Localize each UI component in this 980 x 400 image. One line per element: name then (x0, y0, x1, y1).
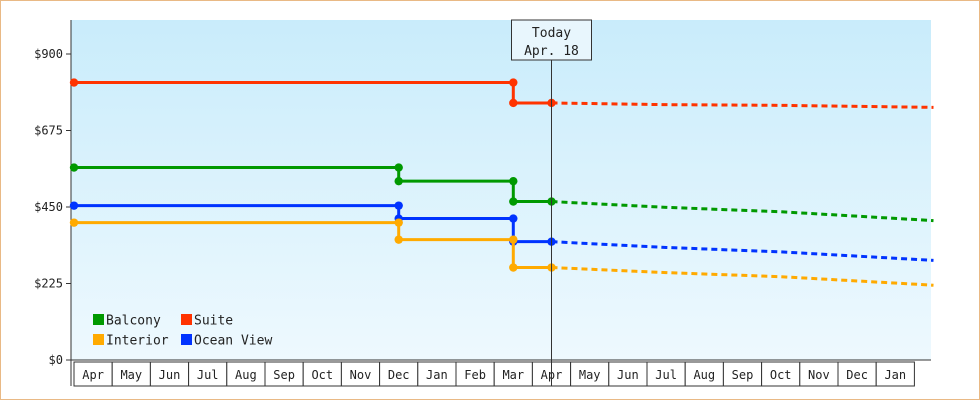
data-point-interior (509, 263, 518, 272)
data-point-balcony (394, 176, 403, 186)
data-point-interior (69, 218, 79, 227)
data-point-suite (69, 78, 79, 87)
x-tick-label: Apr (82, 368, 104, 382)
data-point-ocean-view (509, 214, 518, 223)
data-point-interior (394, 235, 403, 244)
series-line-interior (74, 221, 552, 270)
month-cell (226, 361, 266, 387)
series-forecast-suite (551, 101, 934, 109)
month-cell (149, 361, 190, 387)
data-point-suite (509, 78, 518, 87)
x-tick-label: May (579, 368, 601, 382)
x-tick-label: Aug (693, 368, 715, 382)
month-cell (493, 361, 533, 387)
data-point-interior (509, 235, 518, 244)
y-tick-label: $900 (34, 47, 63, 61)
legend-label-ocean-view: Ocean View (194, 334, 272, 349)
x-tick-label: Sep (732, 368, 754, 382)
series-line-suite (74, 81, 552, 105)
x-tick-label: Jun (159, 368, 181, 382)
legend-label-interior: Interior (106, 334, 169, 349)
x-tick-label: Aug (235, 368, 257, 382)
legend-swatch-suite (181, 314, 192, 325)
month-cell (761, 361, 801, 387)
legend-swatch-balcony (93, 314, 104, 325)
today-box (511, 19, 592, 61)
month-cell (646, 361, 686, 387)
data-point-balcony (509, 197, 518, 206)
x-tick-label: Oct (311, 368, 333, 382)
month-cell (570, 361, 610, 387)
x-tick-label: Mar (502, 368, 524, 382)
month-cell (340, 361, 381, 387)
month-cell (799, 361, 839, 387)
data-point-balcony (394, 163, 403, 172)
y-tick-label: $450 (34, 200, 63, 214)
month-cell (684, 361, 724, 387)
x-tick-label: Jan (426, 368, 448, 382)
x-tick-label: Nov (808, 368, 830, 382)
x-tick-label: May (120, 368, 142, 382)
series-line-ocean-view (74, 204, 552, 244)
x-tick-label: Jun (617, 368, 639, 382)
month-cell (188, 361, 228, 387)
x-tick-label: Jul (655, 368, 677, 382)
month-cell (73, 361, 113, 387)
y-tick-label: $0 (49, 353, 63, 367)
x-tick-label: Dec (846, 368, 868, 382)
data-point-interior (394, 218, 403, 227)
data-point-ocean-view (69, 201, 79, 210)
y-tick-label: $675 (34, 124, 63, 138)
data-point-balcony (509, 176, 518, 186)
x-tick-label: Jan (884, 368, 906, 382)
x-tick-label: Oct (770, 368, 792, 382)
data-point-ocean-view (394, 201, 403, 210)
x-tick-label: Feb (464, 368, 486, 382)
today-date: Apr. 18 (524, 44, 579, 59)
plot-area (71, 20, 931, 360)
x-tick-label: Jul (197, 368, 219, 382)
series-forecast-balcony (551, 200, 934, 223)
series-line-balcony (74, 166, 552, 204)
x-tick-label: Dec (388, 368, 410, 382)
today-title: Today (532, 26, 571, 41)
x-tick-label: Nov (350, 368, 372, 382)
series-forecast-interior (551, 266, 934, 287)
series-forecast-ocean-view (551, 240, 934, 262)
data-point-suite (509, 98, 518, 108)
legend-swatch-interior (93, 334, 104, 345)
x-tick-label: Sep (273, 368, 295, 382)
data-point-balcony (69, 163, 79, 172)
month-cell (111, 361, 151, 387)
month-cell (722, 361, 763, 387)
y-tick-label: $225 (34, 277, 63, 291)
legend-label-balcony: Balcony (106, 314, 161, 329)
month-cell (875, 361, 915, 387)
month-cell (417, 361, 457, 387)
legend-label-suite: Suite (194, 314, 233, 329)
legend-swatch-ocean-view (181, 334, 192, 345)
